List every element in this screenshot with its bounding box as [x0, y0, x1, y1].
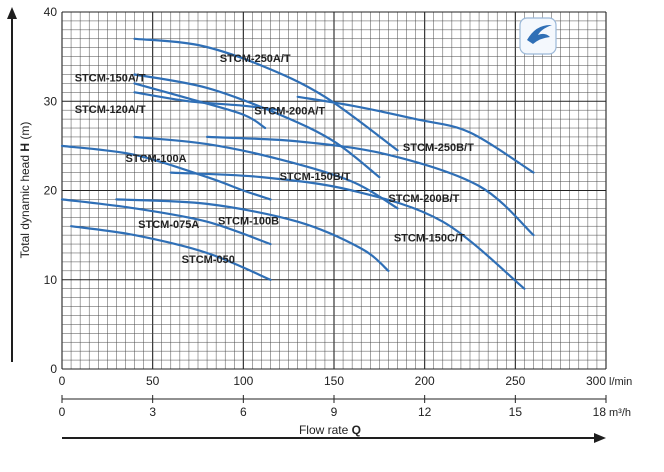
- curve-labels: STCM-150A/T STCM-120A/T STCM-250A/T STCM-20…: [75, 53, 474, 266]
- x2-axis-unit: m³/h: [609, 407, 631, 419]
- curve-label: STCM-100B: [218, 215, 279, 227]
- x-tick-label: 250: [505, 374, 525, 388]
- x-axis-title: Flow rate Q: [299, 423, 361, 437]
- x2-tick-label: 15: [509, 405, 523, 419]
- y-axis-label: Total dynamic head: [18, 155, 32, 258]
- curve-label: STCM-150A/T: [75, 73, 146, 85]
- series-line-stcm-150c-t: [169, 171, 526, 290]
- series-line-stcm-100b: [115, 198, 390, 272]
- y-axis-arrowhead: [7, 7, 17, 19]
- x2-tick-label: 9: [331, 405, 338, 419]
- y-tick-label: 30: [44, 94, 58, 108]
- series-line-stcm-200b-t: [206, 135, 535, 237]
- series-line-stcm-150b-t: [133, 135, 399, 210]
- x2-tick-label: 6: [240, 405, 247, 419]
- curve-label: STCM-250A/T: [220, 53, 291, 65]
- curve-label: STCM-075A: [138, 219, 199, 231]
- curve-label: STCM-150C/T: [394, 232, 465, 244]
- y-axis-unit: (m): [18, 122, 32, 140]
- series-curves: [60, 37, 535, 290]
- x-tick-label: 200: [415, 374, 435, 388]
- series-line-stcm-050: [70, 225, 272, 281]
- series-line-stcm-075a: [60, 198, 272, 246]
- x2-tick-label: 3: [149, 405, 156, 419]
- x-tick-label: 100: [233, 374, 253, 388]
- x-axis-unit: l/min: [609, 376, 632, 388]
- x-axis-arrowhead: [594, 433, 606, 443]
- curve-label: STCM-250B/T: [403, 142, 474, 154]
- tick-labels: 0 10 20 30 40 0 50 100 150 200 250 300 l/min 0 3 6 9 12 15…: [44, 5, 633, 419]
- x2-tick-label: 18: [593, 405, 607, 419]
- y-tick-label: 40: [44, 5, 58, 19]
- curve-label: STCM-100A: [125, 153, 186, 165]
- curve-label: STCM-050: [182, 254, 235, 266]
- x2-tick-label: 12: [418, 405, 432, 419]
- curve-label: STCM-120A/T: [75, 104, 146, 116]
- series-line-stcm-150a-t: [133, 82, 267, 130]
- grid: [61, 11, 607, 370]
- x-axis-symbol: Q: [352, 423, 361, 437]
- y-tick-label: 10: [44, 273, 58, 287]
- y-axis-title: Total dynamic head H (m): [18, 122, 32, 259]
- x-tick-label: 0: [59, 374, 66, 388]
- x-tick-label: 50: [146, 374, 160, 388]
- series-line-stcm-250b-t: [296, 95, 535, 174]
- swallow-logo-icon: [527, 24, 552, 44]
- x-tick-label: 150: [324, 374, 344, 388]
- series-line-stcm-100a: [60, 144, 272, 201]
- series-line-stcm-250a-t: [133, 37, 399, 152]
- logo-badge: [519, 17, 557, 55]
- curve-label: STCM-200B/T: [388, 193, 459, 205]
- curve-label: STCM-200A/T: [254, 106, 325, 118]
- secondary-x-axis: 0 3 6 9 12 15 18 m³/h: [59, 395, 631, 419]
- x2-tick-label: 0: [59, 405, 66, 419]
- x-tick-label: 300: [586, 374, 606, 388]
- y-axis-symbol: H: [18, 143, 32, 152]
- series-line-stcm-200a-t: [133, 73, 381, 179]
- series-line-stcm-120a-t: [133, 91, 281, 112]
- y-tick-label: 0: [50, 362, 57, 376]
- y-tick-label: 20: [44, 184, 58, 198]
- x-axis-label: Flow rate: [299, 423, 349, 437]
- curve-label: STCM-150B/T: [280, 171, 351, 183]
